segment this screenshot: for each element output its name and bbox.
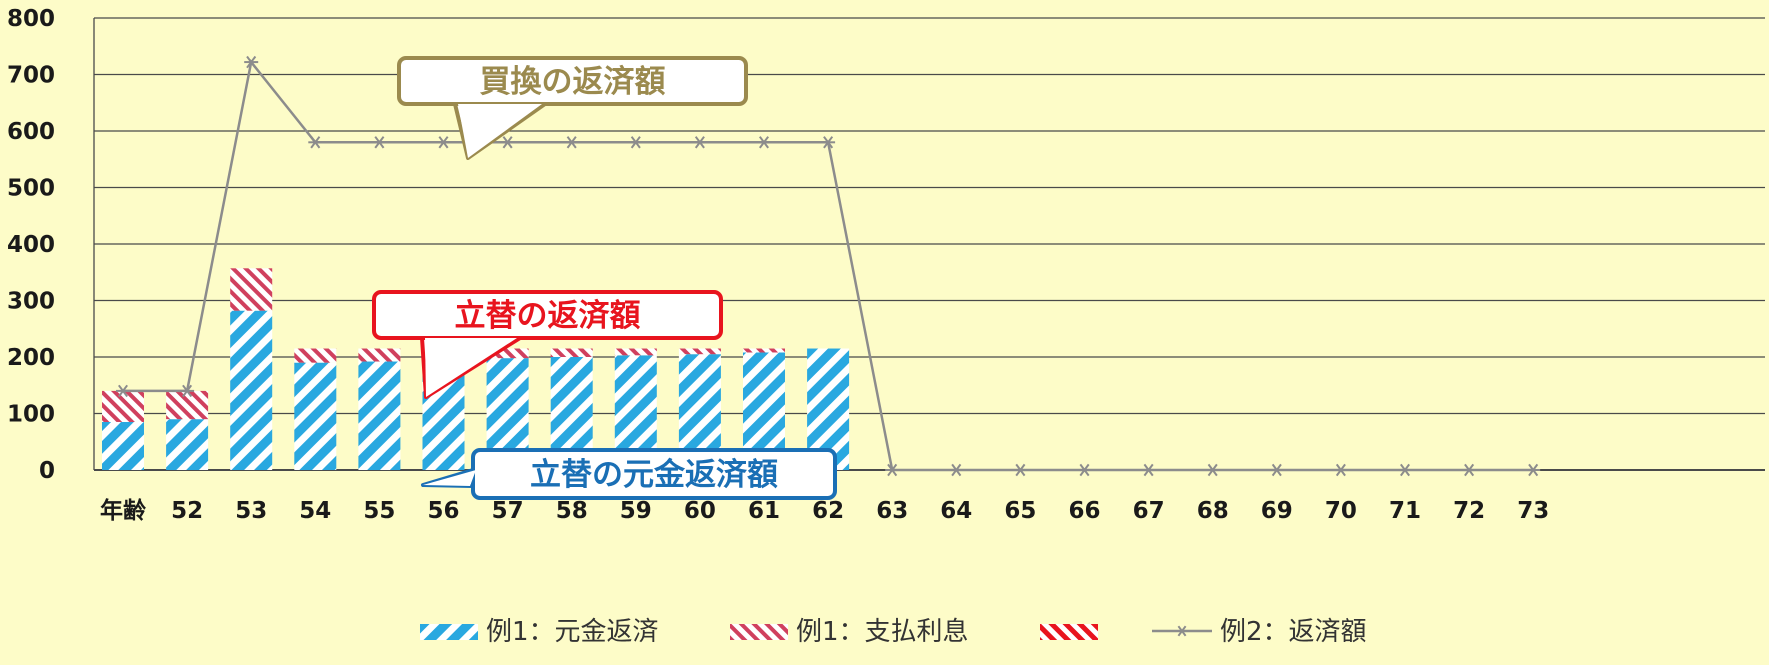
line-point [1270,464,1284,475]
x-tick-label: 56 [427,498,459,524]
line-point [1013,464,1027,475]
callout-text: 立替の返済額 [455,298,641,334]
line-point [1334,464,1348,475]
x-tick-label: 66 [1068,498,1100,524]
x-tick-label: 年齢 [100,497,146,524]
line-point [1398,464,1412,475]
y-tick-label: 500 [7,176,55,202]
line-point [1078,464,1092,475]
x-tick-label: 67 [1133,498,1165,524]
line-point [1462,464,1476,475]
x-tick-label: 52 [171,498,203,524]
x-tick-label: 73 [1517,498,1549,524]
x-tick-label: 63 [876,498,908,524]
x-tick-label: 53 [235,498,267,524]
line-point [565,137,579,148]
legend-item: 例1：支払利息 [730,617,969,647]
legend-label: 例1：支払利息 [796,617,969,647]
x-tick-label: 57 [492,498,524,524]
y-tick-label: 300 [7,289,55,315]
legend-item [1040,624,1098,640]
line-point [372,137,386,148]
bar-hatch-blue [294,363,336,470]
bar-hatch-pink [743,349,785,353]
callout: 立替の返済額 [374,292,721,397]
bar-hatch-pink [679,349,721,355]
x-tick-label: 54 [299,498,331,524]
y-tick-label: 600 [7,119,55,145]
line-point [437,137,451,148]
y-tick-label: 400 [7,232,55,258]
x-tick-label: 71 [1389,498,1421,524]
callout-text: 立替の元金返済額 [530,457,778,493]
y-tick-label: 100 [7,402,55,428]
bar-hatch-pink [166,391,208,419]
line-point [501,137,515,148]
callout-tail-fill [423,470,476,486]
line-point [1526,464,1540,475]
x-tick-label: 64 [940,498,972,524]
line-point [949,464,963,475]
x-tick-label: 59 [620,498,652,524]
x-tick-label: 68 [1197,498,1229,524]
callout-text: 買換の返済額 [480,64,666,100]
x-tick-label: 58 [556,498,588,524]
legend-item: 例2：返済額 [1152,617,1367,647]
x-tick-label: 72 [1453,498,1485,524]
x-tick-label: 60 [684,498,716,524]
line-point [757,137,771,148]
x-tick-label: 69 [1261,498,1293,524]
x-tick-label: 62 [812,498,844,524]
x-tick-label: 61 [748,498,780,524]
bar-hatch-pink [551,349,593,357]
bar-hatch-blue [230,311,272,470]
line-point [1142,464,1156,475]
bar-hatch-blue [102,422,144,470]
line-point [1206,464,1220,475]
y-tick-label: 200 [7,345,55,371]
line-point [308,137,322,148]
bar-hatch-pink [230,268,272,310]
bar-hatch-pink [358,349,400,362]
callout: 立替の元金返済額 [423,450,835,498]
legend-item: 例1：元金返済 [420,617,659,647]
y-tick-label: 700 [7,63,55,89]
bar-hatch-pink [615,349,657,356]
legend-label: 例2：返済額 [1220,617,1367,647]
line-point [693,137,707,148]
legend-swatch [1040,624,1098,640]
x-tick-label: 65 [1004,498,1036,524]
legend-label: 例1：元金返済 [486,617,659,647]
legend-swatch [730,624,788,640]
x-tick-label: 55 [363,498,395,524]
bar-hatch-blue [358,362,400,470]
bar-hatch-pink [294,349,336,363]
bar-hatch-pink [102,391,144,422]
line-point [629,137,643,148]
y-tick-label: 800 [7,6,55,32]
legend-swatch [420,624,478,640]
bar-hatch-blue [166,419,208,470]
y-tick-label: 0 [39,458,55,484]
x-tick-label: 70 [1325,498,1357,524]
